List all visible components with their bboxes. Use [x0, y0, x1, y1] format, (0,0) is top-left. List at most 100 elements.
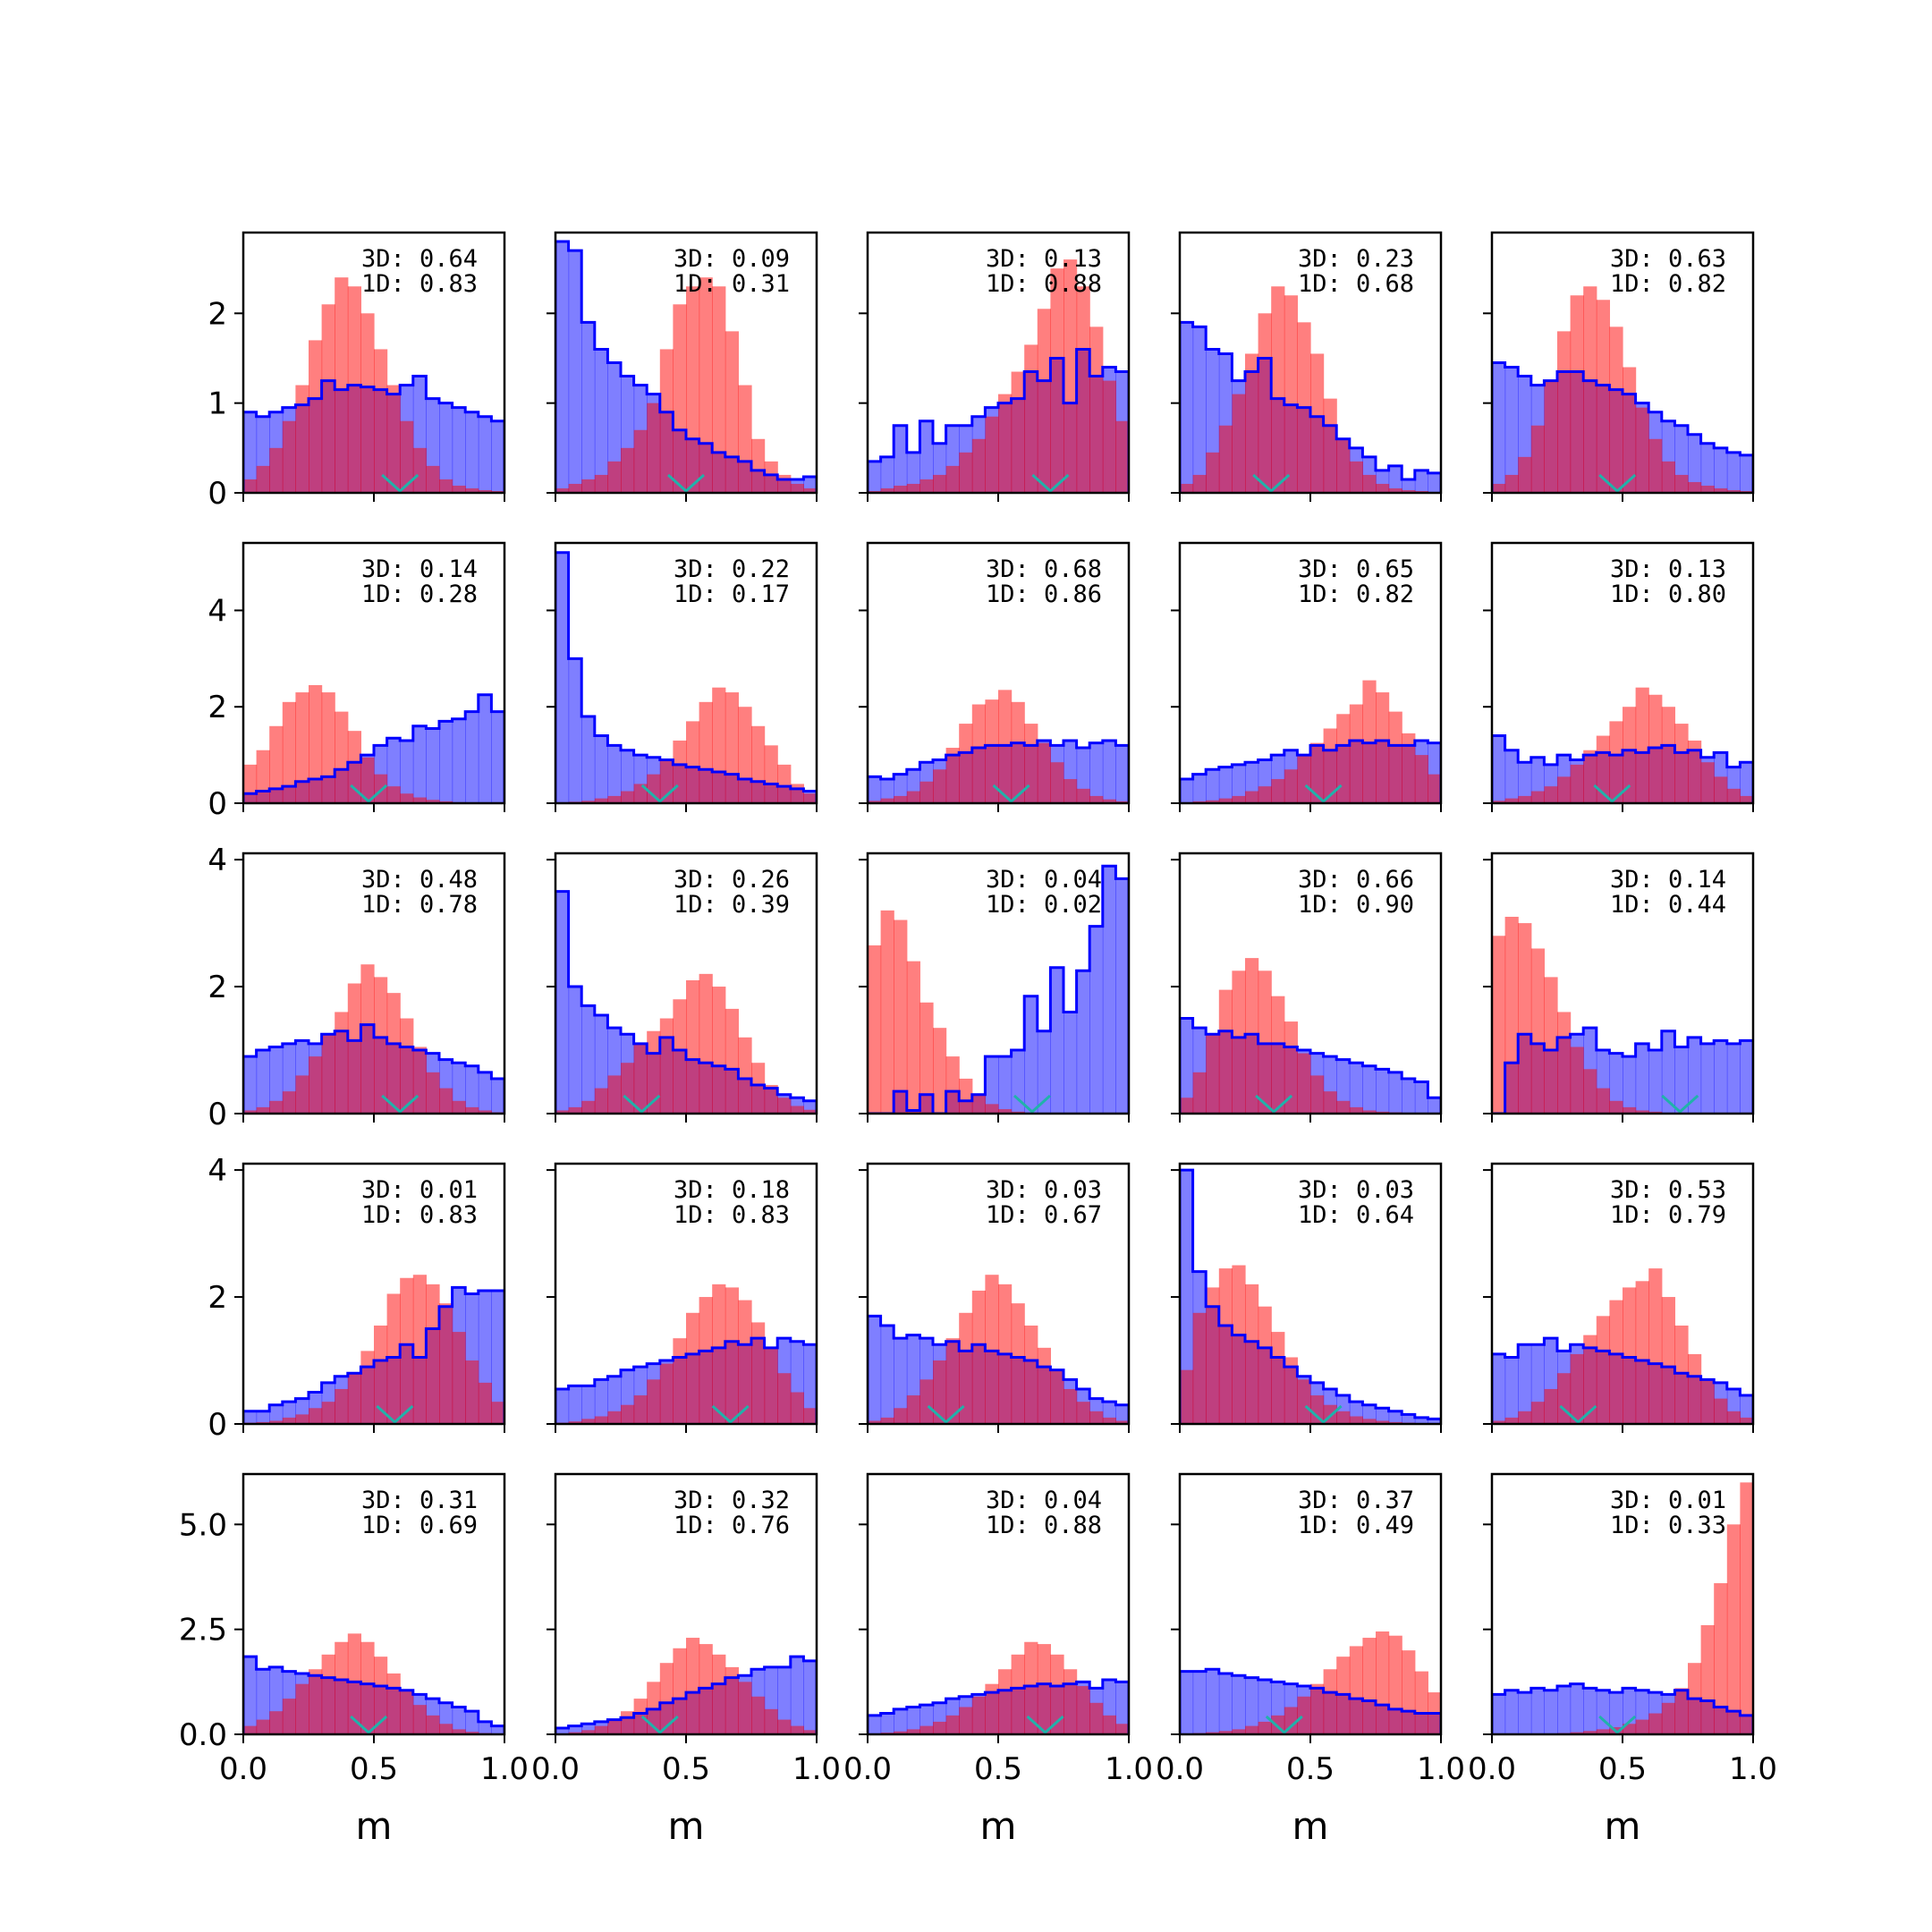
series-b-bar [1245, 353, 1259, 493]
series-b-bar [269, 1100, 284, 1114]
series-a-bar [581, 322, 596, 493]
series-a-bar [1674, 1046, 1689, 1114]
series-a-bar [1063, 1012, 1078, 1114]
series-a-step-line [555, 1336, 817, 1424]
series-a-bar [1024, 996, 1038, 1114]
series-b-bar [1740, 1482, 1753, 1734]
series-b-bar [1349, 1646, 1363, 1734]
marker-icon [376, 1404, 414, 1424]
series-b-bar [738, 1037, 752, 1114]
series-b-bar [1661, 461, 1675, 493]
series-b-bar [309, 1408, 323, 1424]
series-b-bar [919, 1379, 934, 1424]
series-b-bar [1635, 407, 1649, 493]
series-a-step-line [1180, 1667, 1441, 1734]
series-a-bar [491, 1290, 504, 1424]
series-b-bar [880, 798, 894, 803]
series-b-bar [1024, 1325, 1038, 1424]
plot-area [1180, 1168, 1441, 1424]
series-b-bar [1089, 1411, 1104, 1424]
series-a-bar [1518, 762, 1532, 803]
series-a-bar [803, 1660, 817, 1734]
series-b-bar [764, 1085, 778, 1114]
series-b-bar [256, 750, 270, 803]
annotation-1d: 1D: 0.69 [361, 1512, 478, 1539]
series-a-bar [868, 1715, 882, 1734]
series-a-step-line [555, 551, 817, 803]
series-a-bar [1700, 1043, 1715, 1114]
annotation-3d: 3D: 0.03 [1298, 1176, 1414, 1204]
annotation-1d: 1D: 0.86 [986, 580, 1102, 608]
series-b-bar [1284, 1707, 1298, 1734]
series-b-bar [790, 1725, 804, 1734]
x-axis-label: m [668, 1804, 705, 1848]
series-b-bar [1609, 1300, 1623, 1424]
series-a-bar [1206, 1669, 1220, 1734]
series-a-bar [1661, 1030, 1675, 1114]
series-b-bar [594, 1088, 608, 1114]
series-a-step-line [868, 1314, 1129, 1424]
series-b-bar [1310, 1395, 1325, 1424]
series-b-bar [1428, 774, 1441, 803]
series-b-bar [1570, 764, 1584, 803]
marker-icon [1598, 1715, 1637, 1734]
series-b-bar [282, 420, 296, 493]
series-b-bar [894, 1731, 908, 1734]
series-b-bar [1635, 1281, 1649, 1424]
series-b-bar [1102, 380, 1116, 493]
series-b-bar [426, 465, 440, 493]
y-tick-label: 0 [208, 476, 227, 512]
series-b-bar [1284, 769, 1298, 803]
series-b-bar [439, 1724, 453, 1734]
series-a-bar [594, 735, 608, 803]
series-b-bar [1648, 1268, 1663, 1424]
series-a-bar [1089, 742, 1104, 803]
series-b-bar [269, 1711, 284, 1734]
series-b-bar [360, 1641, 375, 1734]
series-b-bar [1402, 489, 1416, 493]
series-a-bar [868, 1316, 882, 1424]
marker-icon [381, 1094, 419, 1114]
series-b-bar [906, 1395, 920, 1424]
series-b-bar [1323, 1669, 1337, 1734]
series-a-step-line [1492, 361, 1753, 493]
series-a-bar [581, 716, 596, 803]
series-a-bar [1218, 1673, 1233, 1734]
x-tick-label: 0.0 [843, 1751, 892, 1787]
series-b-bar [1297, 1053, 1311, 1114]
series-b-bar [256, 1719, 270, 1734]
series-b-bar [659, 1663, 674, 1734]
series-b-bar [985, 416, 999, 493]
series-b-bar [1297, 755, 1311, 803]
x-tick-label: 0.5 [1286, 1751, 1335, 1787]
series-b-bar [1115, 1420, 1129, 1424]
series-a-bar [439, 402, 453, 493]
series-b-bar [959, 1078, 973, 1114]
series-a-bar [1504, 367, 1519, 493]
series-b-bar [295, 1683, 309, 1734]
series-b-bar [764, 745, 778, 803]
series-b-bar [412, 1275, 427, 1424]
series-a-bar [1115, 745, 1129, 803]
series-b-bar [1037, 1644, 1051, 1734]
series-b-bar [764, 461, 778, 493]
series-a-step-line [1180, 320, 1441, 493]
series-b-bar [452, 1332, 466, 1424]
series-b-bar [1102, 799, 1116, 803]
series-a-bar [465, 711, 479, 803]
series-b-bar [400, 1018, 414, 1114]
marker-icon [1026, 1715, 1064, 1734]
series-b-bar [673, 1338, 687, 1424]
series-b-bar [1297, 1696, 1311, 1734]
series-b-bar [712, 1654, 726, 1734]
series-a-step-line [555, 240, 817, 493]
marker-icon [1252, 473, 1291, 493]
series-b-bar [1050, 268, 1064, 493]
series-a-bar [1362, 1065, 1377, 1114]
series-b-bar [243, 1725, 258, 1734]
series-b-bar [1583, 750, 1597, 803]
series-b-bar [1050, 1369, 1064, 1424]
